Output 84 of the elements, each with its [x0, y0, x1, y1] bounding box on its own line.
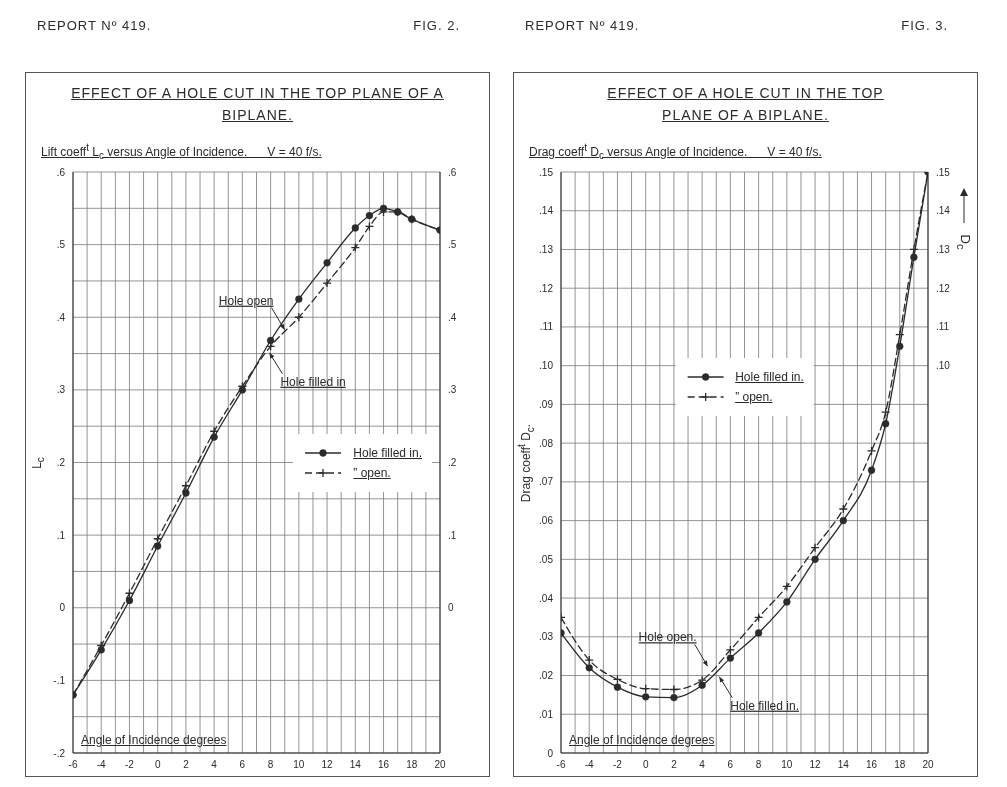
- annotation: Hole open: [218, 293, 274, 308]
- y2-tick-label: .4: [448, 311, 457, 323]
- text: REPORT Nº 419.: [37, 18, 152, 33]
- y-tick-label: .4: [56, 311, 66, 323]
- y2-tick-label: .14: [936, 205, 951, 217]
- y-tick-label: .01: [539, 708, 554, 720]
- legend-label: ” open.: [735, 389, 773, 404]
- y-tick-label: .15: [539, 166, 554, 178]
- x-tick-label: 20: [922, 759, 934, 771]
- caption: FIG. 2.: [413, 18, 460, 33]
- caption: FIG. 3.: [901, 18, 948, 33]
- y-tick-label: 0: [547, 747, 554, 759]
- y2-tick-label: .5: [448, 239, 457, 251]
- x-tick-label: 6: [239, 759, 246, 771]
- chart-subtitle: Lift coeff$^{t}$ L$_{c}$ versus Angle of Incidence. V = 40 f/s.: [41, 142, 322, 162]
- y-tick-label: .1: [56, 529, 66, 541]
- x-tick-label: 6: [727, 759, 734, 771]
- y-tick-label: .09: [539, 398, 554, 410]
- y2-tick-label: .13: [936, 244, 951, 256]
- x-tick-label: 16: [377, 759, 390, 771]
- x-tick-label: -4: [584, 759, 595, 771]
- x-tick-label: 0: [642, 759, 649, 771]
- x-tick-label: 0: [154, 759, 161, 771]
- y-tick-label: .5: [56, 239, 66, 251]
- chart-title: EFFECT OF A HOLE CUT IN THE TOP PLANE OF A BIPLANE.: [606, 84, 885, 125]
- chart-subtitle: Drag coeff$^{t}$ D$_{c}$ versus Angle of Incidence. V = 40 f/s.: [529, 142, 822, 162]
- x-tick-label: 12: [809, 759, 822, 771]
- y-tick-label: .14: [539, 205, 554, 217]
- annotation: Hole filled in: [280, 374, 346, 389]
- x-tick-label: 4: [211, 759, 218, 771]
- y-tick-label: .07: [539, 476, 554, 488]
- legend-label: ” open.: [353, 465, 391, 480]
- y2-tick-label: .2: [448, 457, 457, 469]
- y2-tick-label: .6: [448, 166, 457, 178]
- y-tick-label: .10: [539, 360, 554, 372]
- x-tick-label: -6: [68, 759, 78, 771]
- x-tick-label: 8: [267, 759, 274, 771]
- legend-label: Hole filled in.: [353, 445, 422, 460]
- y-tick-label: .04: [539, 592, 554, 604]
- x-tick-label: -6: [556, 759, 566, 771]
- y2-tick-label: .15: [936, 166, 951, 178]
- y-tick-label: .6: [56, 166, 66, 178]
- y-tick-label: -.1: [53, 674, 66, 686]
- y2-tick-label: .11: [936, 321, 950, 333]
- y-tick-label: 0: [59, 602, 66, 614]
- x-tick-label: -2: [613, 759, 623, 771]
- y-tick-label: .06: [539, 515, 554, 527]
- y-tick-label: .13: [539, 244, 554, 256]
- x-axis-title: Angle of Incidence degrees: [81, 733, 227, 747]
- x-tick-label: 20: [434, 759, 446, 771]
- y2-tick-label: .3: [448, 384, 457, 396]
- y-tick-label: .3: [56, 384, 66, 396]
- y-tick-label: .2: [56, 457, 66, 469]
- x-tick-label: 2: [671, 759, 678, 771]
- x-tick-label: 8: [755, 759, 762, 771]
- y-tick-label: .02: [539, 670, 554, 682]
- x-tick-label: 10: [781, 759, 793, 771]
- text: REPORT Nº 419.: [525, 18, 640, 33]
- x-tick-label: 10: [293, 759, 305, 771]
- y-tick-label: -.2: [53, 747, 66, 759]
- y2-tick-label: .12: [936, 282, 951, 294]
- legend-label: Hole filled in.: [735, 369, 804, 384]
- x-axis-title: Angle of Incidence degrees: [569, 733, 715, 747]
- x-tick-label: 14: [837, 759, 850, 771]
- y2-tick-label: .10: [936, 360, 951, 372]
- y-tick-label: .08: [539, 437, 554, 449]
- y-tick-label: .03: [539, 631, 554, 643]
- x-tick-label: 2: [183, 759, 190, 771]
- y2-tick-label: .1: [448, 529, 457, 541]
- x-tick-label: -4: [96, 759, 107, 771]
- y-tick-label: .11: [539, 321, 554, 333]
- y-tick-label: .12: [539, 282, 554, 294]
- x-tick-label: 4: [699, 759, 706, 771]
- annotation: Hole filled in.: [730, 698, 799, 713]
- x-tick-label: 18: [894, 759, 906, 771]
- x-tick-label: 18: [406, 759, 418, 771]
- x-tick-label: -2: [125, 759, 135, 771]
- chart-title: EFFECT OF A HOLE CUT IN THE TOP PLANE OF A BIPLANE.: [70, 84, 445, 125]
- x-tick-label: 12: [321, 759, 334, 771]
- y2-tick-label: 0: [448, 602, 454, 614]
- x-tick-label: 16: [865, 759, 878, 771]
- y-tick-label: .05: [539, 553, 554, 565]
- x-tick-label: 14: [349, 759, 362, 771]
- annotation: Hole open.: [638, 630, 697, 645]
